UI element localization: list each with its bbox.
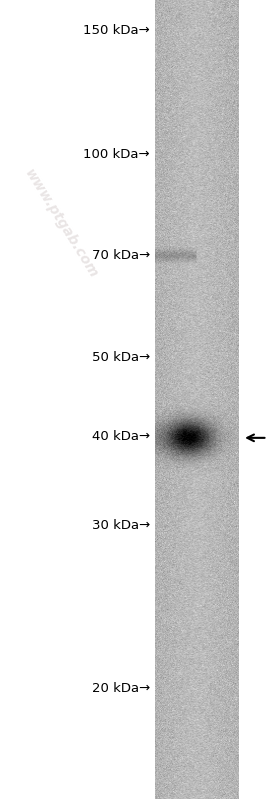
Text: 70 kDa→: 70 kDa→ xyxy=(92,249,150,262)
Text: 30 kDa→: 30 kDa→ xyxy=(92,519,150,532)
Text: 100 kDa→: 100 kDa→ xyxy=(83,148,150,161)
Text: 40 kDa→: 40 kDa→ xyxy=(92,430,150,443)
Text: www.ptgab.com: www.ptgab.com xyxy=(22,166,101,281)
Text: 20 kDa→: 20 kDa→ xyxy=(92,682,150,695)
Text: 50 kDa→: 50 kDa→ xyxy=(92,352,150,364)
Text: 150 kDa→: 150 kDa→ xyxy=(83,24,150,37)
